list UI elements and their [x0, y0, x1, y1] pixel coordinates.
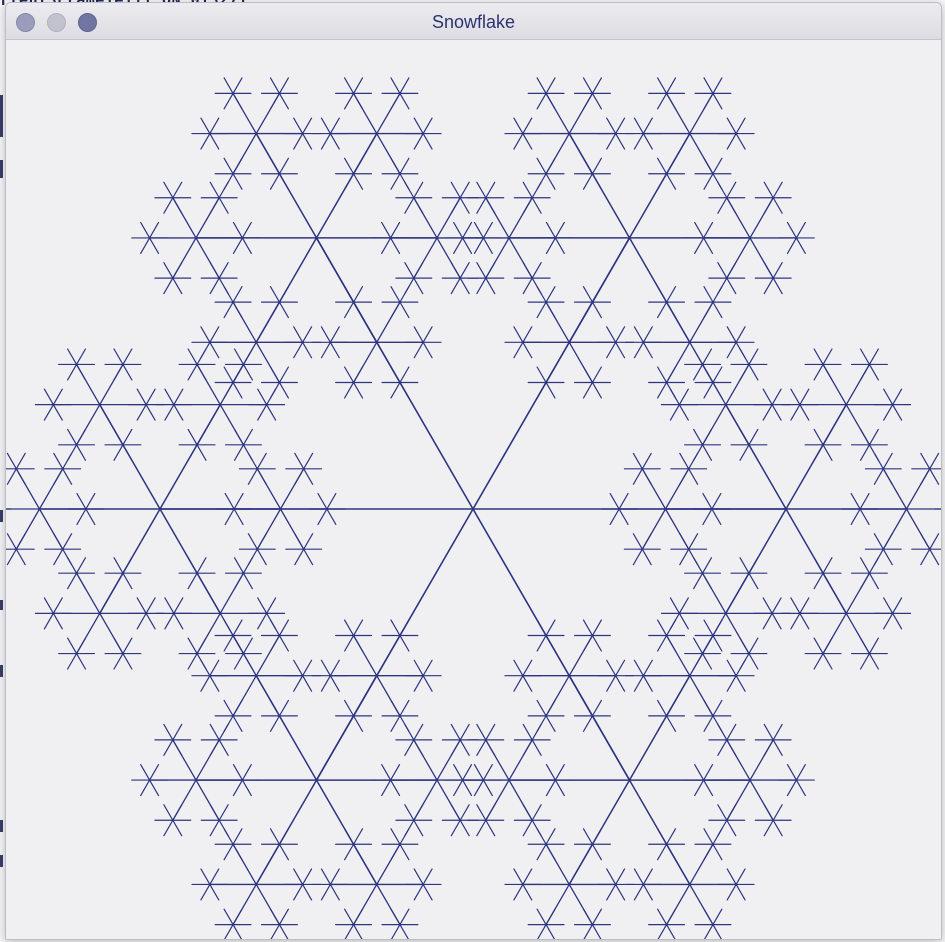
snowflake-drawing: [6, 77, 941, 939]
close-window-button[interactable]: [16, 13, 35, 32]
background-window-edge: [0, 600, 3, 610]
minimize-window-button[interactable]: [47, 13, 66, 32]
background-window-edge: [0, 665, 3, 677]
background-window-edge: [0, 855, 3, 867]
snowflake-window: Snowflake: [5, 2, 942, 940]
background-window-edge: [0, 160, 3, 178]
window-title: Snowflake: [431, 12, 516, 32]
background-window-edge: [0, 95, 3, 137]
background-window-edge: [0, 820, 3, 832]
snowflake-fractal: [6, 77, 941, 939]
drawing-canvas[interactable]: [6, 40, 941, 939]
background-window-edge: [0, 510, 3, 522]
window-titlebar[interactable]: Snowflake: [6, 3, 941, 40]
zoom-window-button[interactable]: [78, 13, 97, 32]
